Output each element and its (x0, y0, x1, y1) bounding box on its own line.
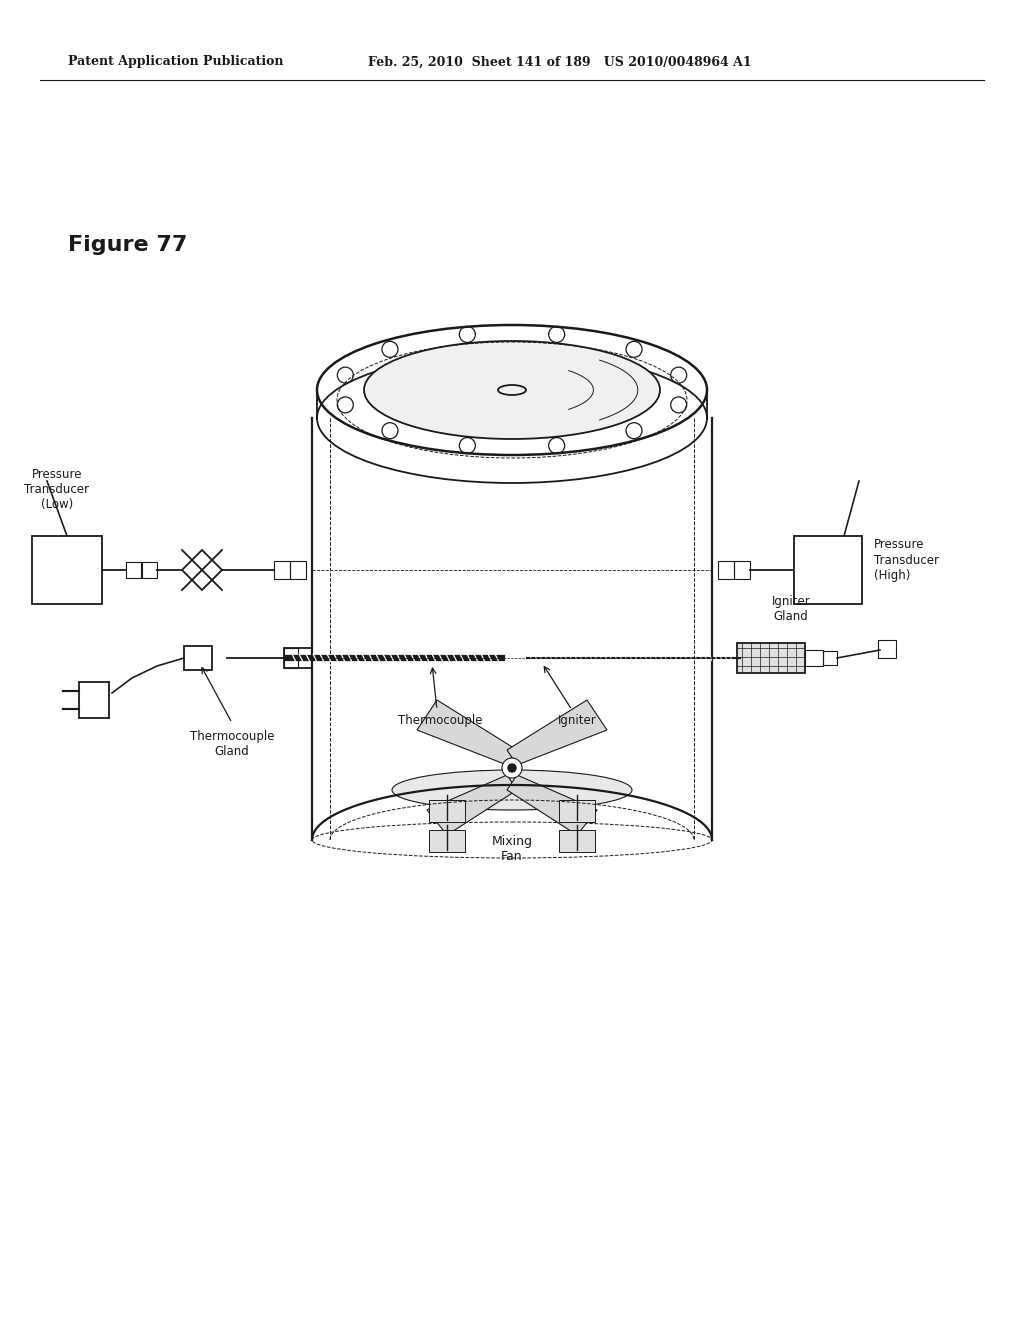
Bar (559, 830, 595, 851)
Bar (184, 645, 212, 671)
Circle shape (502, 758, 522, 777)
Text: Figure 77: Figure 77 (68, 235, 187, 255)
Circle shape (508, 764, 516, 772)
Bar (32, 536, 102, 605)
Text: Pressure
Transducer
(Low): Pressure Transducer (Low) (25, 469, 89, 511)
Bar (126, 562, 142, 578)
Polygon shape (427, 775, 517, 836)
Bar (805, 649, 823, 667)
Bar (823, 651, 837, 665)
Text: Thermocouple: Thermocouple (397, 714, 482, 727)
Text: Pressure
Transducer
(High): Pressure Transducer (High) (874, 539, 939, 582)
Text: Igniter: Igniter (558, 714, 596, 727)
Ellipse shape (392, 770, 632, 810)
Bar (79, 682, 109, 718)
Text: Mixing
Fan: Mixing Fan (492, 836, 532, 863)
Bar (290, 561, 306, 579)
Bar (737, 643, 805, 673)
Bar (284, 648, 298, 668)
Bar (559, 800, 595, 822)
Bar (274, 561, 290, 579)
Polygon shape (417, 700, 517, 766)
Bar (718, 561, 734, 579)
Bar (141, 562, 157, 578)
Bar (429, 830, 465, 851)
Text: Thermocouple
Gland: Thermocouple Gland (189, 730, 274, 758)
Polygon shape (507, 775, 597, 836)
Ellipse shape (364, 341, 660, 440)
Bar (429, 800, 465, 822)
Text: Patent Application Publication: Patent Application Publication (68, 55, 284, 69)
Bar (794, 536, 862, 605)
Bar (734, 561, 750, 579)
Text: Feb. 25, 2010  Sheet 141 of 189   US 2010/0048964 A1: Feb. 25, 2010 Sheet 141 of 189 US 2010/0… (368, 55, 752, 69)
Bar (878, 640, 896, 657)
Polygon shape (507, 700, 607, 766)
Bar (284, 648, 312, 668)
Text: Igniter
Gland: Igniter Gland (772, 595, 810, 623)
